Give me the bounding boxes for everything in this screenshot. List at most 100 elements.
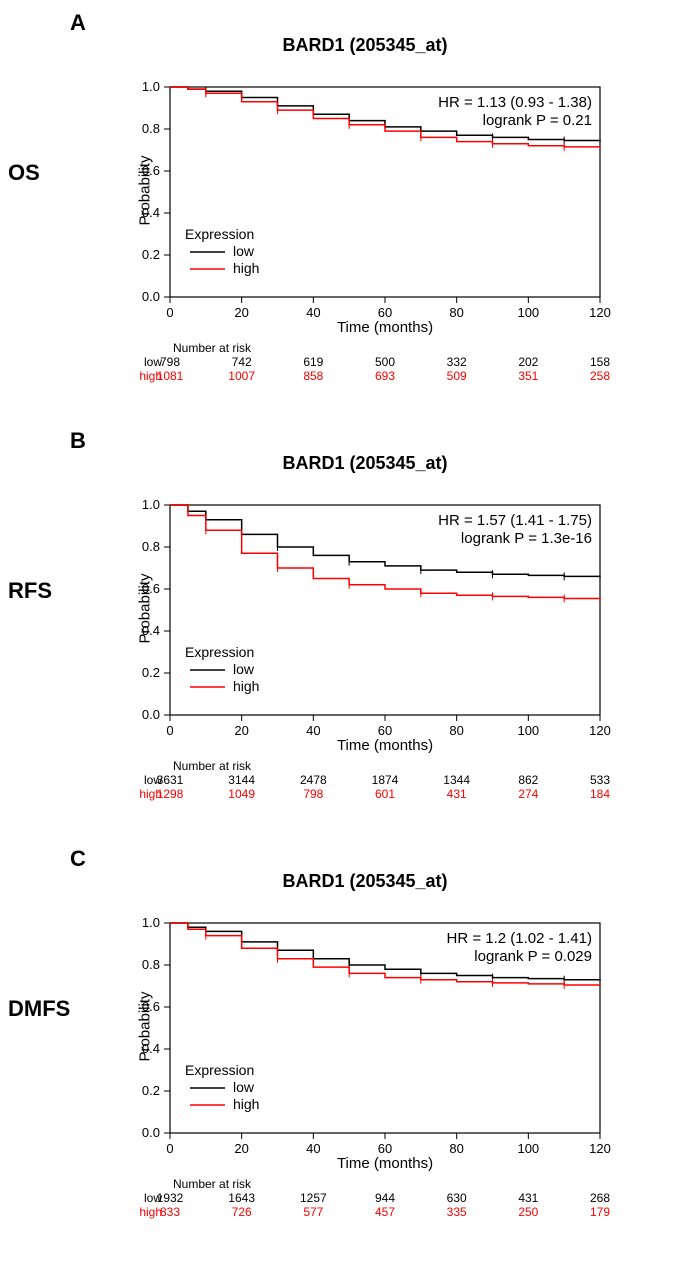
legend: Expressionlowhigh bbox=[185, 226, 259, 276]
risk-cell: 944 bbox=[357, 1191, 413, 1205]
risk-table-header: Number at risk bbox=[173, 1177, 251, 1191]
xtick-label: 0 bbox=[166, 723, 173, 735]
xtick-label: 60 bbox=[378, 305, 392, 317]
x-axis-label: Time (months) bbox=[170, 1155, 600, 1172]
risk-cell: 742 bbox=[214, 355, 270, 369]
legend-item-label: low bbox=[233, 243, 255, 259]
risk-cell: 179 bbox=[572, 1205, 628, 1219]
risk-cell: 431 bbox=[429, 787, 485, 801]
panel-B: BRFSBARD1 (205345_at)0204060801001200.00… bbox=[0, 428, 685, 826]
risk-cell: 1643 bbox=[214, 1191, 270, 1205]
risk-cell: 431 bbox=[500, 1191, 556, 1205]
hr-text: HR = 1.13 (0.93 - 1.38) bbox=[438, 94, 592, 111]
xtick-label: 120 bbox=[589, 305, 611, 317]
km-plot-svg: 0204060801001200.00.20.40.60.81.0HR = 1.… bbox=[115, 893, 625, 1153]
risk-cell: 601 bbox=[357, 787, 413, 801]
row-label: DMFS bbox=[0, 996, 78, 1022]
risk-cell: 509 bbox=[429, 369, 485, 383]
km-plot-svg: 0204060801001200.00.20.40.60.81.0HR = 1.… bbox=[115, 475, 625, 735]
risk-cell: 630 bbox=[429, 1191, 485, 1205]
ytick-label: 0.8 bbox=[142, 121, 160, 136]
legend-item-label: low bbox=[233, 661, 255, 677]
risk-cell: 1007 bbox=[214, 369, 270, 383]
risk-cell: 3631 bbox=[142, 773, 198, 787]
ytick-label: 0.8 bbox=[142, 539, 160, 554]
xtick-label: 80 bbox=[449, 723, 463, 735]
xtick-label: 20 bbox=[234, 723, 248, 735]
legend-title: Expression bbox=[185, 644, 254, 660]
xtick-label: 60 bbox=[378, 723, 392, 735]
xtick-label: 40 bbox=[306, 305, 320, 317]
risk-cell: 833 bbox=[142, 1205, 198, 1219]
risk-cell: 693 bbox=[357, 369, 413, 383]
risk-cell: 726 bbox=[214, 1205, 270, 1219]
risk-table-header: Number at risk bbox=[173, 759, 251, 773]
xtick-label: 120 bbox=[589, 1141, 611, 1153]
risk-cell: 274 bbox=[500, 787, 556, 801]
risk-cell: 457 bbox=[357, 1205, 413, 1219]
panel-letter: A bbox=[70, 10, 86, 36]
risk-cell: 798 bbox=[142, 355, 198, 369]
logrank-text: logrank P = 0.21 bbox=[483, 112, 592, 129]
risk-cell: 533 bbox=[572, 773, 628, 787]
logrank-text: logrank P = 1.3e-16 bbox=[461, 530, 592, 547]
risk-cell: 332 bbox=[429, 355, 485, 369]
risk-cell: 1298 bbox=[142, 787, 198, 801]
y-axis-label: Probability bbox=[137, 141, 154, 241]
logrank-text: logrank P = 0.029 bbox=[474, 948, 592, 965]
xtick-label: 120 bbox=[589, 723, 611, 735]
ytick-label: 1.0 bbox=[142, 497, 160, 512]
plot-container: BARD1 (205345_at)0204060801001200.00.20.… bbox=[115, 453, 625, 735]
risk-table-header: Number at risk bbox=[173, 341, 251, 355]
xtick-label: 0 bbox=[166, 305, 173, 317]
risk-cell: 1049 bbox=[214, 787, 270, 801]
xtick-label: 40 bbox=[306, 723, 320, 735]
chart-title: BARD1 (205345_at) bbox=[115, 453, 615, 474]
legend-item-label: low bbox=[233, 1079, 255, 1095]
risk-cell: 1344 bbox=[429, 773, 485, 787]
risk-cell: 158 bbox=[572, 355, 628, 369]
panel-A: AOSBARD1 (205345_at)0204060801001200.00.… bbox=[0, 10, 685, 408]
risk-cell: 619 bbox=[285, 355, 341, 369]
x-axis-label: Time (months) bbox=[170, 737, 600, 754]
chart-title: BARD1 (205345_at) bbox=[115, 35, 615, 56]
ytick-label: 0.8 bbox=[142, 957, 160, 972]
hr-text: HR = 1.57 (1.41 - 1.75) bbox=[438, 512, 592, 529]
risk-cell: 3144 bbox=[214, 773, 270, 787]
panel-C: CDMFSBARD1 (205345_at)0204060801001200.0… bbox=[0, 846, 685, 1244]
xtick-label: 80 bbox=[449, 305, 463, 317]
panel-letter: C bbox=[70, 846, 86, 872]
xtick-label: 100 bbox=[517, 305, 539, 317]
row-label: RFS bbox=[0, 578, 78, 604]
xtick-label: 100 bbox=[517, 723, 539, 735]
ytick-label: 0.2 bbox=[142, 247, 160, 262]
legend-item-label: high bbox=[233, 260, 259, 276]
legend-item-label: high bbox=[233, 678, 259, 694]
plot-container: BARD1 (205345_at)0204060801001200.00.20.… bbox=[115, 35, 625, 317]
risk-cell: 858 bbox=[285, 369, 341, 383]
risk-cell: 577 bbox=[285, 1205, 341, 1219]
xtick-label: 80 bbox=[449, 1141, 463, 1153]
risk-cell: 1874 bbox=[357, 773, 413, 787]
ytick-label: 1.0 bbox=[142, 915, 160, 930]
risk-cell: 258 bbox=[572, 369, 628, 383]
row-label: OS bbox=[0, 160, 78, 186]
hr-text: HR = 1.2 (1.02 - 1.41) bbox=[447, 930, 593, 947]
y-axis-label: Probability bbox=[137, 977, 154, 1077]
risk-cell: 351 bbox=[500, 369, 556, 383]
ytick-label: 1.0 bbox=[142, 79, 160, 94]
risk-cell: 1081 bbox=[142, 369, 198, 383]
xtick-label: 40 bbox=[306, 1141, 320, 1153]
ytick-label: 0.2 bbox=[142, 665, 160, 680]
chart-title: BARD1 (205345_at) bbox=[115, 871, 615, 892]
panel-letter: B bbox=[70, 428, 86, 454]
xtick-label: 100 bbox=[517, 1141, 539, 1153]
xtick-label: 20 bbox=[234, 305, 248, 317]
x-axis-label: Time (months) bbox=[170, 319, 600, 336]
xtick-label: 60 bbox=[378, 1141, 392, 1153]
legend: Expressionlowhigh bbox=[185, 644, 259, 694]
legend-title: Expression bbox=[185, 1062, 254, 1078]
risk-cell: 202 bbox=[500, 355, 556, 369]
xtick-label: 20 bbox=[234, 1141, 248, 1153]
risk-cell: 335 bbox=[429, 1205, 485, 1219]
